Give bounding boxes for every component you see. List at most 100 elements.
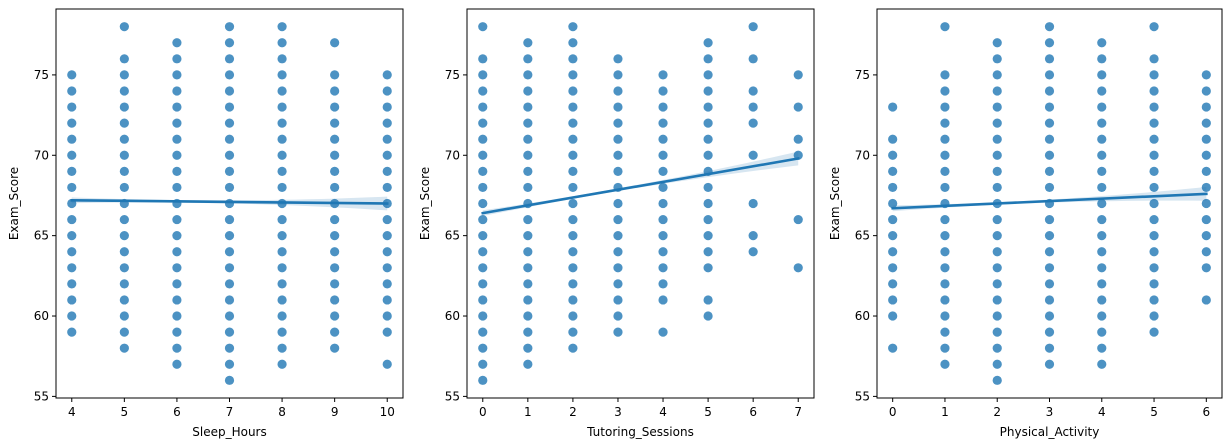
scatter-point	[703, 214, 713, 225]
scatter-point	[277, 118, 287, 128]
scatter-point	[748, 54, 758, 64]
scatter-point	[1044, 54, 1055, 64]
scatter-point	[1044, 86, 1055, 96]
scatter-point	[1201, 70, 1211, 80]
scatter-point	[119, 263, 129, 273]
scatter-point	[478, 279, 488, 289]
scatter-point	[1097, 70, 1107, 80]
scatter-point	[992, 231, 1002, 241]
scatter-point	[172, 247, 182, 257]
scatter-point	[613, 247, 623, 257]
x-tick-label: 0	[479, 405, 487, 419]
scatter-point	[67, 295, 77, 305]
scatter-point	[382, 214, 392, 225]
scatter-point	[568, 263, 578, 273]
scatter-point	[658, 134, 668, 144]
scatter-point	[703, 247, 713, 257]
scatter-point	[330, 86, 340, 96]
scatter-point	[1097, 279, 1107, 289]
scatter-point	[1097, 311, 1107, 321]
scatter-point	[277, 166, 287, 176]
scatter-point	[992, 359, 1002, 369]
scatter-point	[277, 38, 287, 48]
scatter-point	[330, 166, 340, 176]
x-axis-label: Physical_Activity	[1000, 425, 1100, 439]
scatter-point	[658, 214, 668, 225]
scatter-point	[1044, 182, 1055, 193]
x-tick-label: 6	[173, 405, 181, 419]
scatter-point	[67, 327, 77, 337]
scatter-point	[330, 343, 340, 353]
y-tick-label: 65	[445, 229, 460, 243]
scatter-point	[658, 118, 668, 128]
scatter-point	[224, 343, 235, 353]
scatter-point	[382, 70, 392, 80]
scatter-point	[330, 327, 340, 337]
scatter-point	[658, 182, 668, 193]
scatter-point	[523, 295, 533, 305]
scatter-point	[992, 182, 1002, 193]
scatter-point	[658, 327, 668, 337]
scatter-point	[568, 343, 578, 353]
scatter-point	[119, 279, 129, 289]
x-axis-label: Sleep_Hours	[192, 425, 267, 439]
scatter-point	[1044, 214, 1055, 225]
scatter-point	[1201, 150, 1211, 160]
scatter-point	[1149, 118, 1159, 128]
scatter-point	[1044, 70, 1055, 80]
scatter-point	[478, 375, 488, 385]
scatter-point	[940, 359, 950, 369]
scatter-point	[568, 54, 578, 64]
y-tick-label: 55	[34, 389, 49, 403]
scatter-point	[277, 343, 287, 353]
scatter-point	[1097, 214, 1107, 225]
scatter-point	[1149, 327, 1159, 337]
scatter-point	[67, 231, 77, 241]
scatter-point	[277, 327, 287, 337]
scatter-point	[568, 102, 578, 112]
scatter-point	[613, 263, 623, 273]
scatter-point	[1201, 118, 1211, 128]
scatter-point	[1149, 54, 1159, 64]
scatter-point	[940, 231, 950, 241]
scatter-point	[382, 263, 392, 273]
scatter-point	[67, 247, 77, 257]
scatter-point	[1201, 86, 1211, 96]
scatter-point	[119, 118, 129, 128]
y-tick-label: 55	[855, 389, 870, 403]
scatter-point	[277, 70, 287, 80]
scatter-point	[67, 70, 77, 80]
scatter-point	[478, 54, 488, 64]
scatter-point	[1149, 279, 1159, 289]
scatter-point	[478, 247, 488, 257]
scatter-point	[613, 295, 623, 305]
scatter-point	[1044, 102, 1055, 112]
scatter-point	[748, 231, 758, 241]
scatter-point	[703, 54, 713, 64]
scatter-point	[330, 295, 340, 305]
scatter-point	[940, 263, 950, 273]
x-tick-label: 4	[1098, 405, 1106, 419]
y-axis-label: Exam_Score	[828, 167, 842, 240]
scatter-point	[277, 86, 287, 96]
scatter-point	[888, 311, 898, 321]
scatter-point	[888, 214, 898, 225]
scatter-point	[478, 198, 488, 209]
scatter-point	[224, 359, 235, 369]
x-tick-label: 5	[1150, 405, 1158, 419]
scatter-point	[1097, 343, 1107, 353]
regression-line	[891, 192, 1208, 210]
scatter-point	[1097, 263, 1107, 273]
scatter-point	[568, 214, 578, 225]
scatter-point	[119, 70, 129, 80]
x-tick-label: 7	[226, 405, 234, 419]
subplot-3: 0 1 2 3 4 5 6 55 60 65 70 75 Physical_Activity Exam_S…	[828, 8, 1223, 439]
scatter-point	[172, 54, 182, 64]
regression-line	[481, 156, 800, 215]
scatter-point	[613, 231, 623, 241]
scatter-point	[940, 247, 950, 257]
scatter-point	[703, 263, 713, 273]
y-tick-label: 65	[34, 229, 49, 243]
x-tick-label: 7	[794, 405, 802, 419]
scatter-point	[1149, 295, 1159, 305]
